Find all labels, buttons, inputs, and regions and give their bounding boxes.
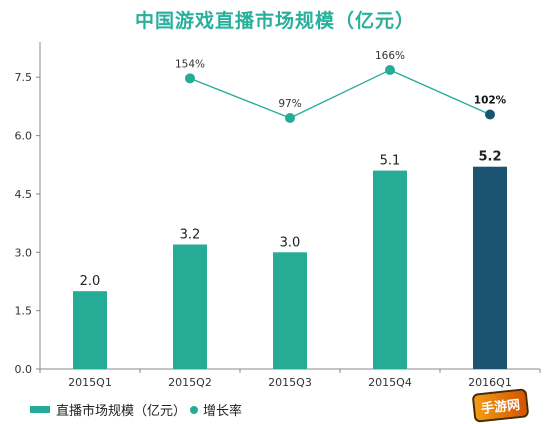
bar — [73, 291, 107, 369]
growth-point — [485, 109, 495, 120]
legend-bar-label: 直播市场规模（亿元） — [56, 404, 187, 419]
bar — [373, 170, 407, 369]
x-tick-label: 2015Q2 — [168, 376, 212, 389]
chart-title: 中国游戏直播市场规模（亿元） — [134, 10, 415, 32]
growth-line: 154% 97% 166% 102% — [175, 50, 507, 123]
growth-point-label: 102% — [474, 95, 507, 107]
growth-point-label: 154% — [175, 58, 205, 70]
y-tick-label: 0.0 — [15, 363, 33, 376]
legend-line-label: 增长率 — [203, 404, 243, 419]
legend: 直播市场规模（亿元） 增长率 — [30, 400, 242, 419]
growth-point-label: 166% — [375, 50, 405, 62]
growth-point — [185, 73, 195, 84]
axes: 0.0 1.5 3.0 4.5 6.0 7.5 2015Q1 2015Q2 2015Q3 2015… — [15, 42, 541, 389]
y-tick-label: 6.0 — [15, 130, 33, 143]
x-tick-label: 2015Q1 — [68, 376, 112, 389]
x-tick-label: 2016Q1 — [468, 376, 512, 389]
watermark-logo: 手游网 — [458, 387, 544, 423]
bar — [173, 244, 207, 369]
growth-point — [285, 113, 295, 123]
watermark-text: 手游网 — [472, 387, 530, 423]
bar — [273, 252, 307, 369]
legend-line-swatch — [190, 405, 199, 414]
bar-value-label: 3.2 — [180, 228, 201, 243]
legend-bar-swatch — [30, 406, 50, 413]
x-tick-label: 2015Q3 — [268, 376, 312, 389]
bar-value-label: 5.2 — [478, 150, 501, 165]
growth-point-label: 97% — [278, 98, 301, 110]
y-tick-label: 4.5 — [15, 188, 33, 201]
y-tick-label: 3.0 — [15, 246, 33, 259]
y-tick-label: 1.5 — [15, 305, 33, 318]
bar — [473, 166, 507, 369]
bar-value-label: 3.0 — [280, 235, 301, 250]
bar-value-label: 2.0 — [80, 274, 101, 289]
x-tick-label: 2015Q4 — [368, 376, 412, 389]
bars: 2.0 3.2 3.0 5.1 5.2 — [73, 150, 507, 369]
y-tick-label: 7.5 — [15, 71, 33, 84]
growth-point — [385, 65, 395, 75]
growth-line-path — [189, 69, 491, 119]
bar-value-label: 5.1 — [380, 154, 401, 169]
